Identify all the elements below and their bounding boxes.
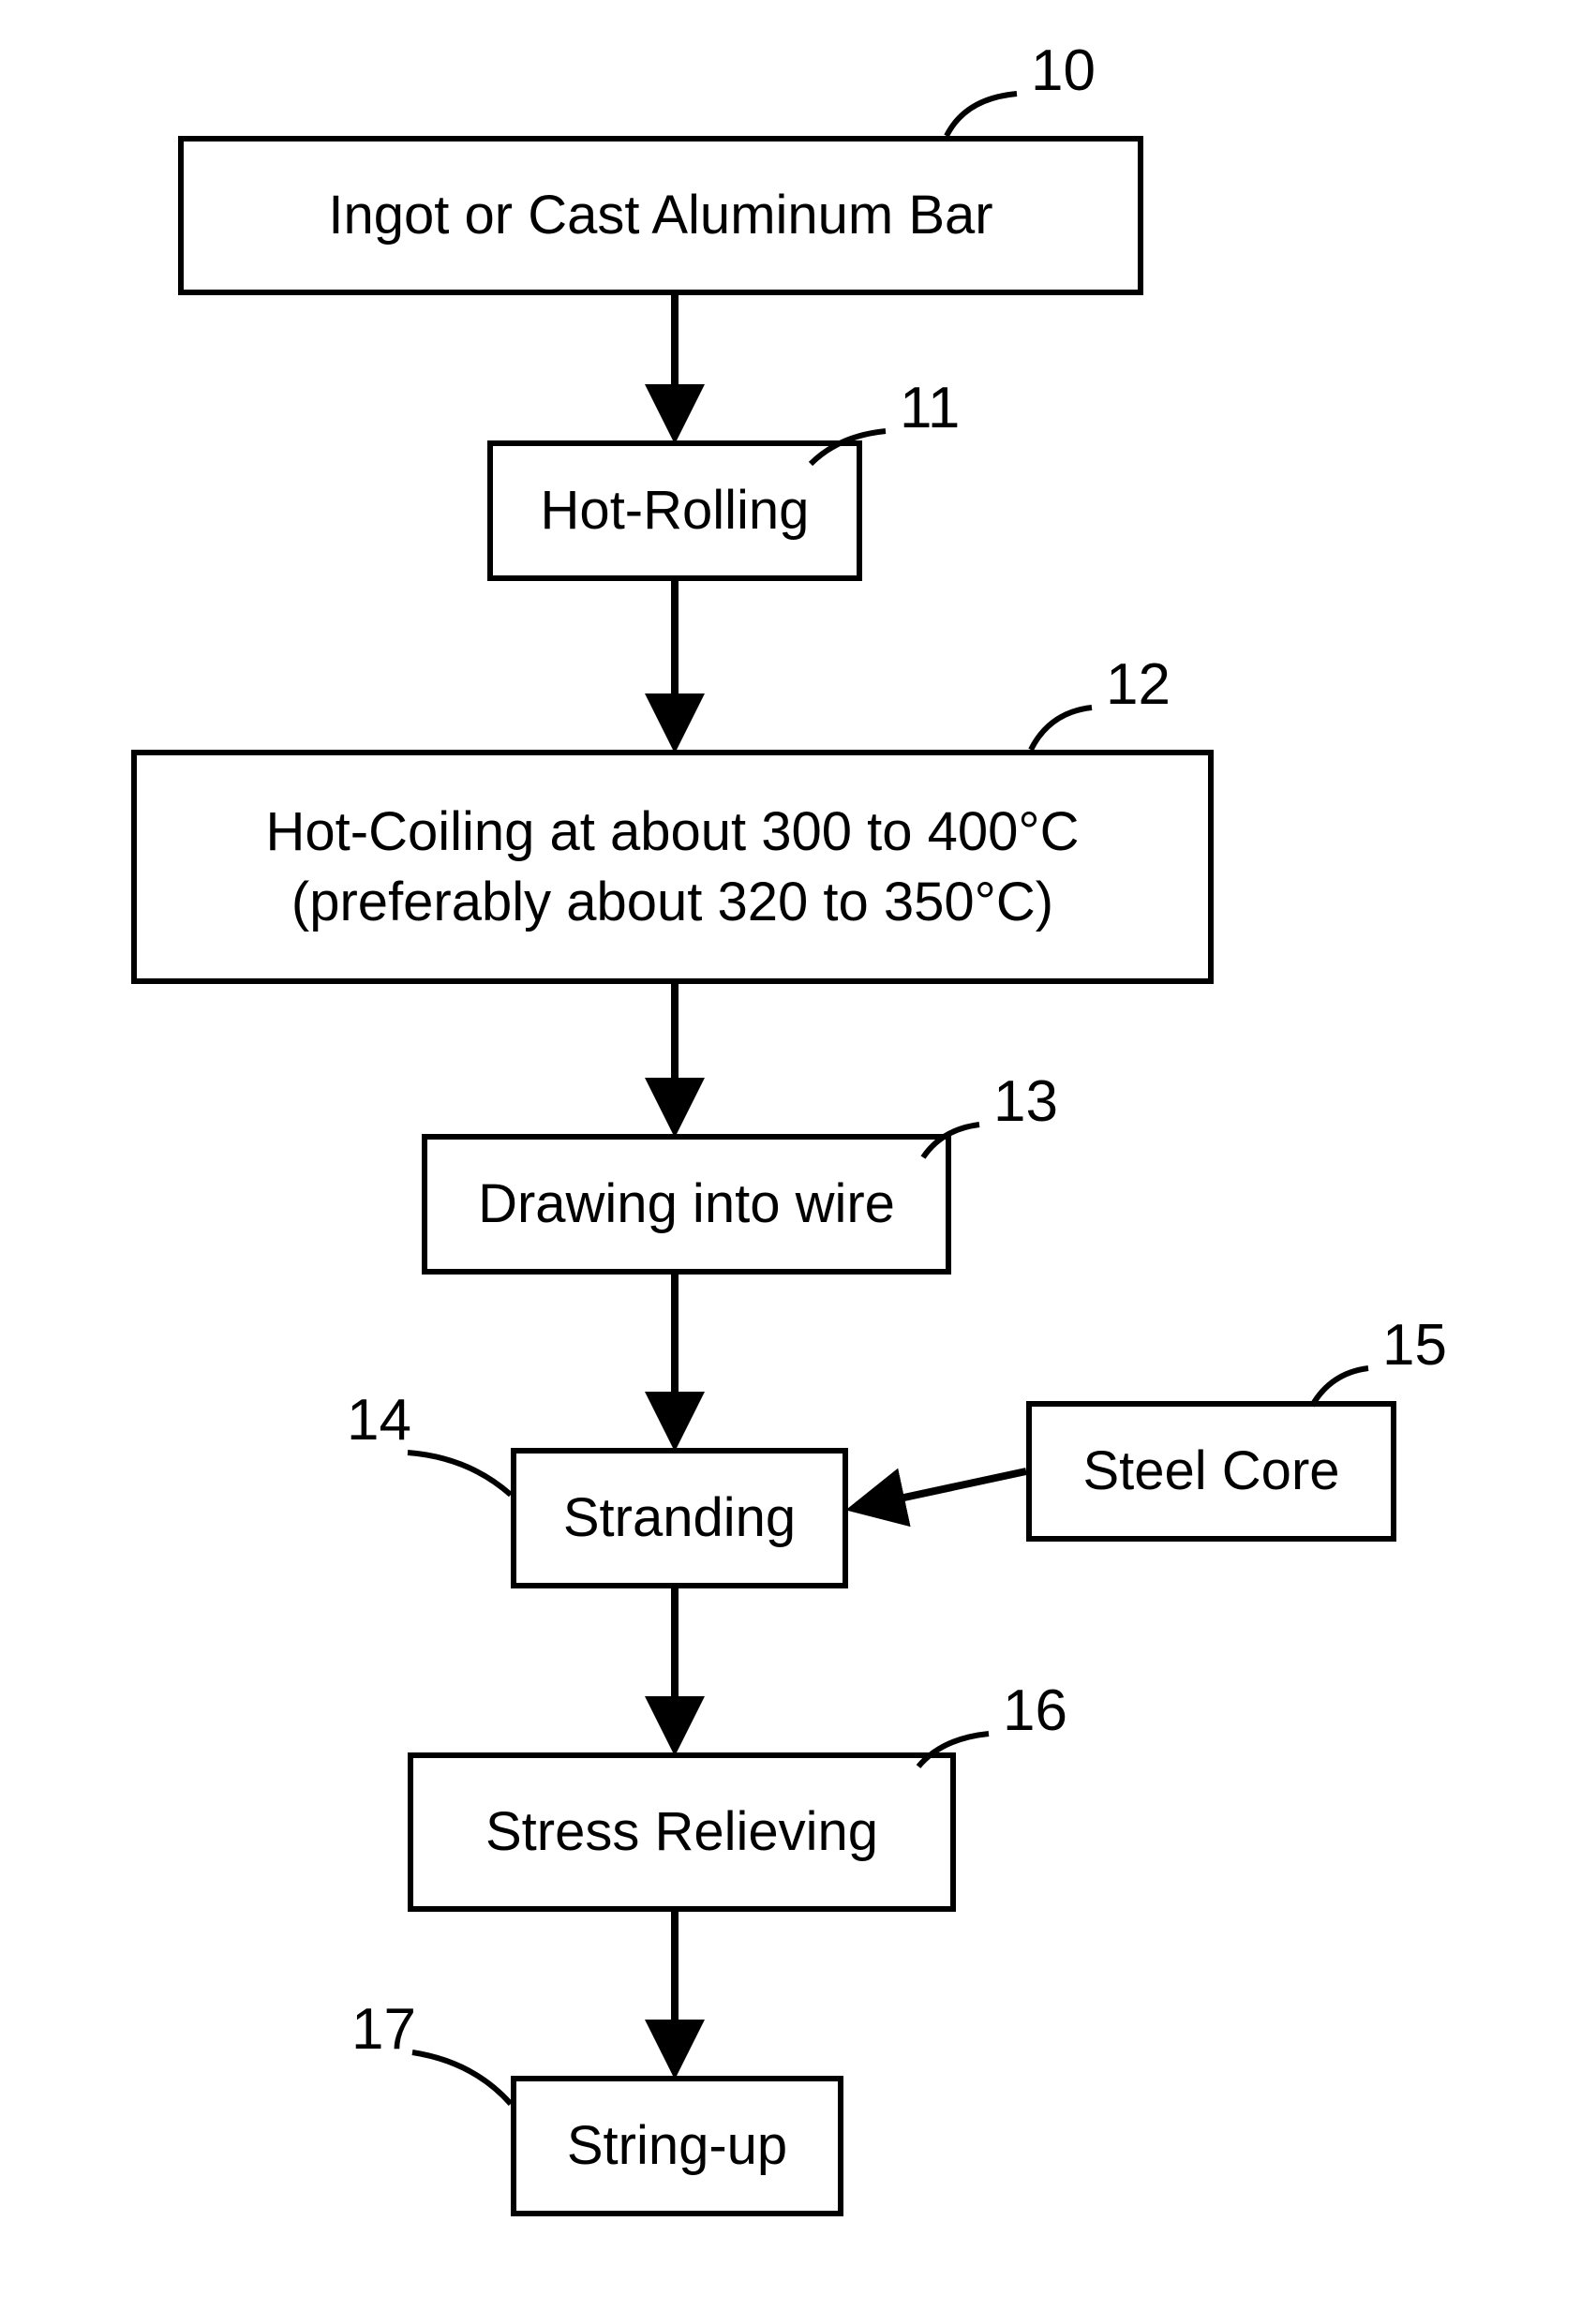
flowchart-arrows <box>0 0 1596 2311</box>
edge-15-14 <box>860 1471 1026 1507</box>
